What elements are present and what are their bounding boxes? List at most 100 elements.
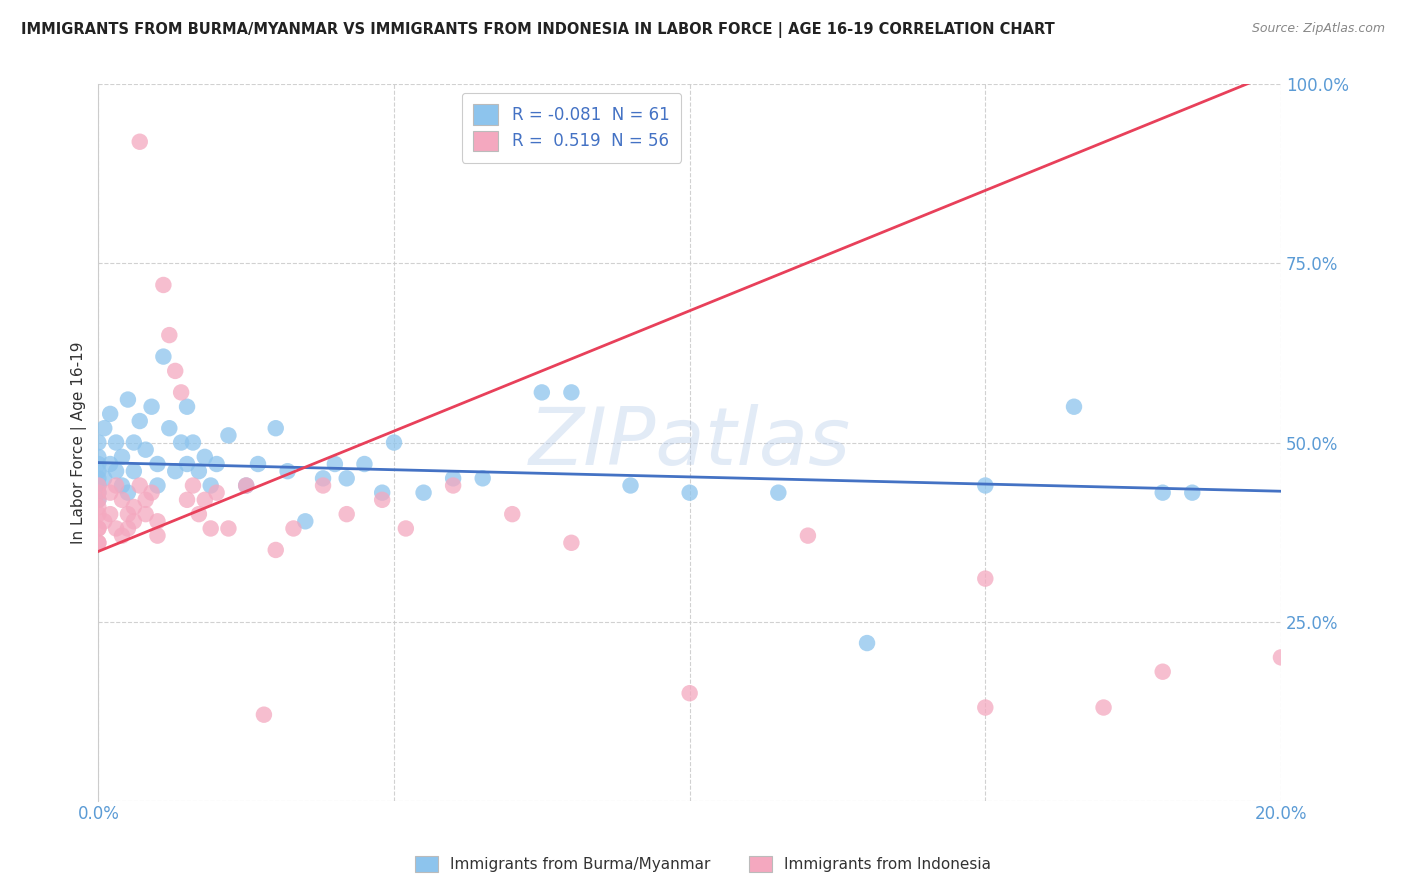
Point [353, 457, 375, 471]
Point [117, 392, 139, 407]
Point [560, 536, 582, 550]
Point [87, 478, 110, 492]
Point [1181, 485, 1204, 500]
Point [146, 514, 169, 528]
Point [200, 478, 222, 492]
Point [679, 686, 702, 700]
Y-axis label: In Labor Force | Age 16-19: In Labor Force | Age 16-19 [72, 342, 87, 544]
Point [619, 478, 641, 492]
Point [93, 471, 115, 485]
Point [165, 464, 187, 478]
Point [1152, 485, 1174, 500]
Point [87, 485, 110, 500]
Point [157, 328, 180, 343]
Point [87, 457, 110, 471]
Point [87, 464, 110, 478]
Point [87, 478, 110, 492]
Point [146, 478, 169, 492]
Point [165, 364, 187, 378]
Point [264, 543, 287, 558]
Point [87, 450, 110, 464]
Point [87, 536, 110, 550]
Point [235, 478, 257, 492]
Point [117, 485, 139, 500]
Point [87, 521, 110, 535]
Point [530, 385, 553, 400]
Point [200, 521, 222, 535]
Point [283, 521, 305, 535]
Point [187, 507, 209, 521]
Point [1092, 700, 1115, 714]
Text: IMMIGRANTS FROM BURMA/MYANMAR VS IMMIGRANTS FROM INDONESIA IN LABOR FORCE | AGE : IMMIGRANTS FROM BURMA/MYANMAR VS IMMIGRA… [21, 22, 1054, 38]
Point [87, 500, 110, 514]
Point [679, 485, 702, 500]
Point [111, 528, 134, 542]
Point [382, 435, 405, 450]
Point [336, 507, 359, 521]
Point [974, 572, 997, 586]
Point [974, 478, 997, 492]
Point [181, 478, 204, 492]
Point [235, 478, 257, 492]
Point [181, 435, 204, 450]
Point [98, 485, 121, 500]
Point [1063, 400, 1085, 414]
Point [135, 492, 157, 507]
Point [98, 507, 121, 521]
Point [217, 428, 239, 442]
Point [146, 457, 169, 471]
Point [371, 485, 394, 500]
Point [471, 471, 494, 485]
Point [501, 507, 523, 521]
Point [135, 442, 157, 457]
Point [312, 471, 335, 485]
Text: Source: ZipAtlas.com: Source: ZipAtlas.com [1251, 22, 1385, 36]
Point [93, 421, 115, 435]
Point [412, 485, 434, 500]
Point [128, 478, 150, 492]
Point [111, 492, 134, 507]
Point [105, 521, 128, 535]
Point [98, 407, 121, 421]
Point [111, 450, 134, 464]
Point [194, 450, 217, 464]
Point [157, 421, 180, 435]
Point [176, 400, 198, 414]
Point [141, 400, 163, 414]
Point [253, 707, 276, 722]
Point [128, 135, 150, 149]
Point [117, 507, 139, 521]
Point [205, 457, 228, 471]
Point [395, 521, 418, 535]
Point [146, 528, 169, 542]
Point [87, 536, 110, 550]
Point [122, 500, 145, 514]
Point [797, 528, 820, 542]
Point [277, 464, 299, 478]
Point [122, 435, 145, 450]
Point [111, 478, 134, 492]
Point [152, 277, 174, 292]
Point [974, 700, 997, 714]
Point [323, 457, 346, 471]
Point [856, 636, 879, 650]
Point [87, 492, 110, 507]
Point [87, 485, 110, 500]
Point [1152, 665, 1174, 679]
Point [128, 414, 150, 428]
Point [441, 478, 464, 492]
Point [264, 421, 287, 435]
Point [105, 464, 128, 478]
Point [122, 514, 145, 528]
Point [194, 492, 217, 507]
Point [441, 471, 464, 485]
Point [117, 521, 139, 535]
Point [176, 492, 198, 507]
Point [205, 485, 228, 500]
Point [87, 492, 110, 507]
Point [1270, 650, 1292, 665]
Point [170, 435, 193, 450]
Point [87, 471, 110, 485]
Legend: R = -0.081  N = 61, R =  0.519  N = 56: R = -0.081 N = 61, R = 0.519 N = 56 [461, 93, 681, 162]
Point [187, 464, 209, 478]
